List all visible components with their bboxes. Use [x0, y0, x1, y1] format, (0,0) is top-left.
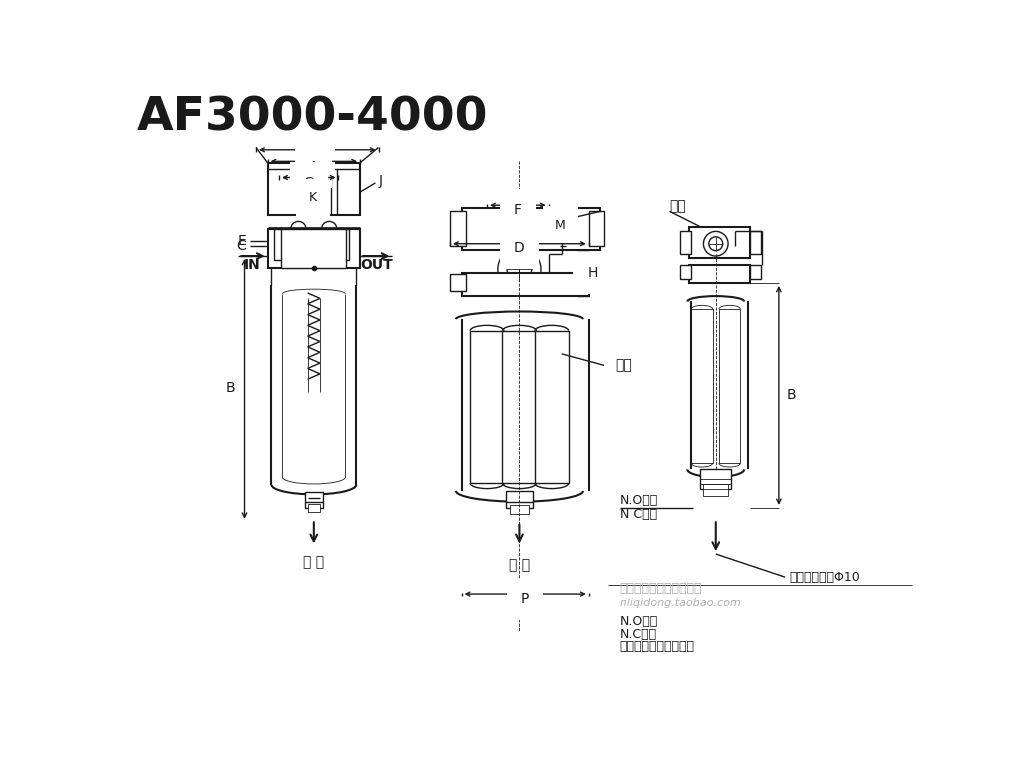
Text: 快速接头或自动排水型: 快速接头或自动排水型 [620, 640, 694, 653]
Bar [503, 331, 537, 483]
Text: K: K [309, 191, 317, 204]
Text: OUT: OUT [360, 258, 393, 272]
Bar [470, 331, 504, 483]
Text: 排 水: 排 水 [303, 555, 325, 569]
Text: C: C [237, 239, 246, 253]
Text: 排 水: 排 水 [509, 558, 530, 573]
Text: N.C灰色: N.C灰色 [620, 627, 656, 640]
Bar [462, 208, 600, 250]
Text: F: F [514, 202, 522, 217]
Bar [282, 229, 346, 268]
Text: 乐清市日力气动有限公司: 乐清市日力气动有限公司 [620, 582, 702, 595]
Bar [680, 231, 691, 254]
Text: N.O黑色: N.O黑色 [620, 494, 657, 507]
Bar [691, 309, 713, 463]
Text: N.O黑色: N.O黑色 [620, 615, 657, 628]
Bar [751, 231, 761, 254]
Bar [304, 492, 323, 508]
Bar [535, 331, 568, 483]
Text: IN: IN [244, 258, 260, 272]
Text: 适用软管外径Φ10: 适用软管外径Φ10 [788, 571, 860, 584]
Bar [510, 505, 528, 514]
Bar [451, 212, 466, 246]
Bar [689, 227, 751, 258]
Bar [585, 274, 600, 291]
Text: riliqidong.taobao.com: riliqidong.taobao.com [620, 597, 741, 607]
Bar [719, 309, 740, 463]
Bar [451, 274, 466, 291]
Text: B: B [786, 388, 797, 403]
Bar [267, 229, 360, 268]
Text: M: M [555, 219, 566, 232]
Bar [506, 491, 534, 508]
Text: 托架: 托架 [670, 199, 686, 213]
Text: N C灰色: N C灰色 [620, 508, 656, 521]
Text: A: A [309, 160, 318, 174]
Bar [267, 163, 360, 216]
Text: H: H [588, 266, 598, 280]
Bar [703, 484, 728, 496]
Text: 口径: 口径 [615, 358, 633, 373]
Bar [589, 212, 604, 246]
Bar [700, 469, 731, 489]
Text: G: G [303, 176, 314, 190]
Bar [307, 504, 319, 512]
Text: E: E [238, 234, 246, 248]
Text: P: P [521, 592, 529, 607]
Bar [751, 265, 761, 279]
Bar [680, 265, 691, 279]
Bar [273, 229, 288, 260]
Text: J: J [379, 173, 383, 188]
Text: L: L [313, 148, 322, 162]
Bar [462, 273, 589, 296]
Bar [336, 229, 349, 260]
Text: D: D [514, 242, 524, 255]
Text: AF3000-4000: AF3000-4000 [137, 96, 488, 141]
Text: B: B [225, 381, 236, 396]
Bar [689, 265, 751, 283]
